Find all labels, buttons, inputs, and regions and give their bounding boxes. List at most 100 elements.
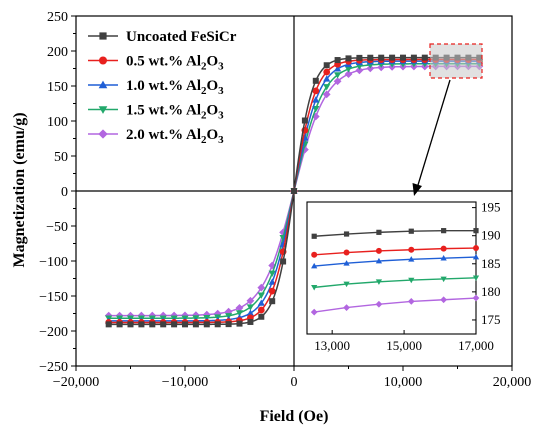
inset-data-point	[376, 229, 382, 235]
inset-series	[311, 253, 480, 269]
legend-label: 0.5 wt.% Al2O3	[126, 54, 224, 73]
inset-data-point	[473, 228, 479, 234]
y-tick-label: −100	[39, 255, 68, 270]
x-tick-label: −10,000	[162, 375, 208, 390]
inset-data-point	[311, 251, 318, 258]
legend-swatch-marker	[98, 80, 108, 89]
inset-data-point	[408, 228, 414, 234]
data-point	[127, 321, 134, 328]
y-tick-label: 0	[61, 185, 68, 200]
data-point	[344, 70, 353, 78]
data-point	[345, 55, 352, 62]
inset-data-point	[473, 245, 479, 252]
data-point	[323, 84, 331, 91]
data-point	[149, 321, 156, 328]
inset-data-point	[311, 233, 317, 239]
zoom-arrowhead	[412, 183, 422, 196]
data-point	[258, 313, 265, 320]
inset-y-tick-label: 180	[481, 284, 501, 299]
data-point	[213, 309, 222, 318]
legend-label: 1.0 wt.% Al2O3	[126, 78, 224, 97]
data-point	[312, 96, 320, 103]
inset-series-line	[314, 297, 477, 313]
data-point	[246, 296, 255, 305]
x-tick-label: −20,000	[53, 375, 99, 390]
data-point	[192, 321, 199, 328]
data-point	[138, 321, 145, 328]
data-point	[257, 283, 266, 292]
x-tick-label: 0	[291, 375, 298, 390]
inset-data-point	[343, 304, 350, 311]
inset-data-point	[440, 276, 447, 283]
legend-label: 2.0 wt.% Al2O3	[126, 127, 224, 146]
data-point	[280, 258, 287, 265]
inset-x-tick-label: 15,000	[386, 338, 422, 353]
data-point	[214, 321, 221, 328]
data-point	[268, 287, 276, 295]
inset-series-line	[314, 256, 477, 267]
inset-series	[311, 245, 479, 258]
inset-y-tick-label: 195	[481, 200, 501, 215]
data-point	[203, 321, 210, 328]
data-point	[367, 54, 374, 61]
x-axis-title: Field (Oe)	[260, 408, 329, 425]
legend: Uncoated FeSiCr 0.5 wt.% Al2O3 1.0 wt.% Al…	[88, 29, 237, 146]
y-tick-label: 250	[47, 10, 68, 25]
data-point	[247, 318, 254, 325]
data-point	[171, 321, 178, 328]
inset-data-point	[375, 257, 383, 264]
data-point	[334, 65, 342, 72]
inset-data-point	[375, 300, 383, 308]
y-tick-label: 150	[47, 80, 68, 95]
inset-frame	[306, 201, 477, 335]
data-point	[235, 310, 244, 317]
data-point	[160, 321, 167, 328]
zoom-annotation	[412, 43, 483, 196]
data-point	[105, 321, 112, 328]
data-point	[400, 54, 406, 61]
data-point	[334, 72, 342, 79]
data-point	[323, 75, 331, 82]
inset-y-tick-label: 190	[481, 228, 501, 243]
data-point	[301, 117, 308, 124]
data-point	[356, 54, 363, 61]
data-point	[182, 321, 188, 328]
data-point	[291, 188, 297, 194]
data-point	[410, 54, 417, 61]
y-tick-label: −50	[46, 220, 68, 235]
main-axes: −20,000 −10,000 0 10,000 20,000 −250 −200 −150 −…	[39, 10, 531, 390]
data-point	[257, 292, 265, 299]
inset-data-point	[472, 294, 480, 302]
data-point	[389, 54, 396, 61]
y-tick-label: −200	[39, 325, 68, 340]
inset-data-point	[440, 296, 448, 304]
inset-data-point	[440, 245, 447, 252]
legend-item: 1.0 wt.% Al2O3	[88, 78, 224, 97]
data-point	[312, 87, 320, 95]
inset-data-point	[441, 228, 447, 234]
inset-series-line	[314, 229, 476, 237]
inset-data-point	[310, 308, 318, 316]
legend-label: 1.5 wt.% Al2O3	[126, 103, 224, 122]
legend-swatch-marker	[99, 56, 107, 65]
legend-item: 2.0 wt.% Al2O3	[88, 127, 224, 146]
data-point	[268, 270, 276, 277]
inset-series	[311, 275, 480, 291]
data-point	[378, 54, 385, 61]
legend-item: 1.5 wt.% Al2O3	[88, 103, 224, 122]
main-series	[104, 54, 484, 328]
inset-x-tick-label: 13,000	[314, 338, 350, 353]
data-point	[312, 77, 319, 84]
data-point	[246, 304, 254, 311]
data-point	[235, 304, 244, 312]
inset-data-point	[343, 281, 350, 288]
x-tick-label: 20,000	[493, 375, 532, 390]
y-tick-label: 200	[47, 45, 68, 60]
inset-data-point	[375, 247, 382, 254]
y-tick-label: 100	[47, 115, 68, 130]
data-point	[246, 309, 254, 316]
legend-item: Uncoated FeSiCr	[88, 29, 237, 45]
inset-series-line	[314, 247, 477, 256]
data-point	[257, 299, 265, 306]
